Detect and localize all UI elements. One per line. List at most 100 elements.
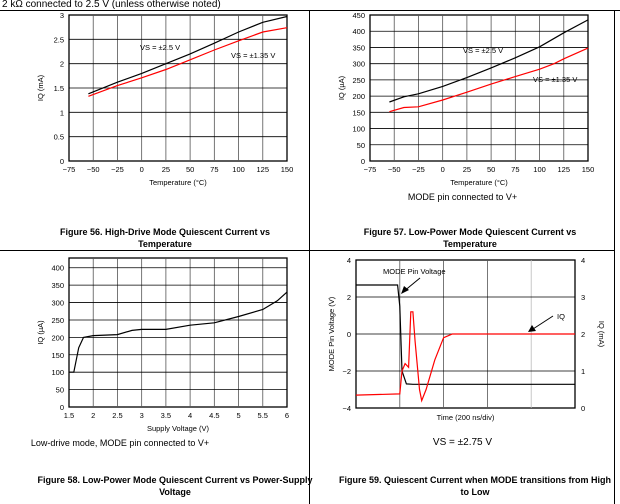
- annotation-mode-pin: MODE Pin Voltage: [383, 267, 446, 276]
- y-tick-label: 100: [352, 125, 365, 134]
- plot-frame: [369, 14, 589, 162]
- figure-58-note: Low-drive mode, MODE pin connected to V+: [30, 438, 210, 448]
- y-tick-label: 2: [60, 60, 64, 69]
- y-tick-label: 300: [352, 60, 365, 69]
- x-tick-label: 1.5: [64, 411, 74, 420]
- x-tick-label: 6: [285, 411, 289, 420]
- x-tick-label: 150: [582, 165, 595, 174]
- y2-axis-label: IQ (mA): [597, 321, 606, 348]
- y-tick-label: 50: [357, 141, 365, 150]
- x-axis-label: Temperature (°C): [149, 178, 207, 187]
- arrow-head-icon: [401, 286, 409, 294]
- series-line-1: [356, 284, 575, 385]
- divider: [614, 10, 615, 504]
- y-tick-label: 300: [51, 299, 64, 308]
- series-line-1: [389, 19, 589, 103]
- arrow-head-icon: [528, 325, 536, 332]
- x-tick-label: −25: [111, 165, 124, 174]
- series-line-1: [88, 15, 288, 95]
- y-tick-label: 3: [60, 11, 64, 20]
- series-line-1: [69, 291, 288, 373]
- y-tick-label: 0: [60, 157, 64, 166]
- series-line-2: [389, 47, 589, 113]
- x-tick-label: 3: [140, 411, 144, 420]
- x-tick-label: 75: [210, 165, 218, 174]
- x-tick-label: 2.5: [112, 411, 122, 420]
- y-tick-label: 0: [347, 330, 351, 339]
- x-tick-label: 50: [487, 165, 495, 174]
- y-axis-label: MODE Pin Voltage (V): [327, 296, 336, 371]
- x-tick-label: 3.5: [161, 411, 171, 420]
- divider: [0, 250, 615, 251]
- x-tick-label: 4: [188, 411, 192, 420]
- y-tick-label: 400: [352, 27, 365, 36]
- y-axis-label: IQ (µA): [36, 320, 45, 345]
- figure-57-caption: Figure 57. Low-Power Mode Quiescent Curr…: [363, 227, 577, 249]
- figure-59-caption: Figure 59. Quiescent Current when MODE t…: [338, 475, 612, 497]
- x-tick-label: −75: [63, 165, 76, 174]
- series-line-2: [88, 27, 288, 97]
- y-tick-label: 350: [51, 281, 64, 290]
- y-tick-label: 450: [352, 11, 365, 20]
- x-tick-label: 100: [232, 165, 245, 174]
- y-tick-label: 0.5: [54, 133, 64, 142]
- x-tick-label: 0: [441, 165, 445, 174]
- figure-58-caption: Figure 58. Low-Power Mode Quiescent Curr…: [37, 475, 313, 497]
- y-tick-label: 150: [352, 108, 365, 117]
- conditions-header: 2 kΩ connected to 2.5 V (unless otherwis…: [2, 0, 221, 10]
- legend-label: VS = ±2.5 V: [463, 46, 503, 55]
- y-tick-label: 2: [347, 293, 351, 302]
- x-tick-label: 150: [281, 165, 294, 174]
- y-axis-label: IQ (µA): [337, 75, 346, 100]
- y-axis-label: IQ (mA): [36, 74, 45, 101]
- legend-label: VS = ±2.5 V: [140, 43, 180, 52]
- x-tick-label: 50: [186, 165, 194, 174]
- y2-tick-label: 2: [581, 330, 585, 339]
- y-tick-label: 250: [352, 76, 365, 85]
- x-tick-label: 125: [558, 165, 571, 174]
- y-tick-label: 250: [51, 316, 64, 325]
- y-tick-label: 100: [51, 368, 64, 377]
- y-tick-label: 200: [51, 333, 64, 342]
- y-tick-label: 200: [352, 92, 365, 101]
- y-tick-label: 150: [51, 351, 64, 360]
- x-tick-label: 75: [511, 165, 519, 174]
- x-tick-label: −50: [388, 165, 401, 174]
- x-tick-label: 25: [463, 165, 471, 174]
- figure-59-note: VS = ±2.75 V: [432, 437, 493, 448]
- figure-57-note: MODE pin connected to V+: [407, 192, 518, 202]
- y-tick-label: 2.5: [54, 35, 64, 44]
- y2-tick-label: 0: [581, 404, 585, 413]
- y-tick-label: 50: [56, 386, 64, 395]
- divider: [309, 10, 310, 504]
- y2-tick-label: 3: [581, 293, 585, 302]
- annotation-arrow: [532, 315, 554, 330]
- x-tick-label: 5: [236, 411, 240, 420]
- legend-label: VS = ±1.35 V: [231, 51, 275, 60]
- x-tick-label: 25: [162, 165, 170, 174]
- series-line-2: [355, 311, 575, 403]
- plot-frame: [68, 257, 288, 408]
- divider: [0, 10, 620, 11]
- x-tick-label: −25: [412, 165, 425, 174]
- figure-56-caption: Figure 56. High-Drive Mode Quiescent Cur…: [59, 227, 271, 249]
- legend-label: VS = ±1.35 V: [533, 75, 577, 84]
- x-axis-label: Time (200 ns/div): [437, 413, 495, 422]
- x-tick-label: 5.5: [258, 411, 268, 420]
- annotation-iq: IQ: [557, 312, 565, 321]
- x-tick-label: −75: [364, 165, 377, 174]
- y-tick-label: 1: [60, 108, 64, 117]
- x-axis-label: Temperature (°C): [450, 178, 508, 187]
- y-tick-label: 400: [51, 264, 64, 273]
- y2-tick-label: 4: [581, 256, 585, 265]
- y-tick-label: 4: [347, 256, 351, 265]
- y-tick-label: 0: [361, 157, 365, 166]
- x-tick-label: 2: [91, 411, 95, 420]
- x-tick-label: 125: [257, 165, 270, 174]
- y2-tick-label: 1: [581, 367, 585, 376]
- y-tick-label: −4: [342, 404, 351, 413]
- x-tick-label: −50: [87, 165, 100, 174]
- x-tick-label: 4.5: [209, 411, 219, 420]
